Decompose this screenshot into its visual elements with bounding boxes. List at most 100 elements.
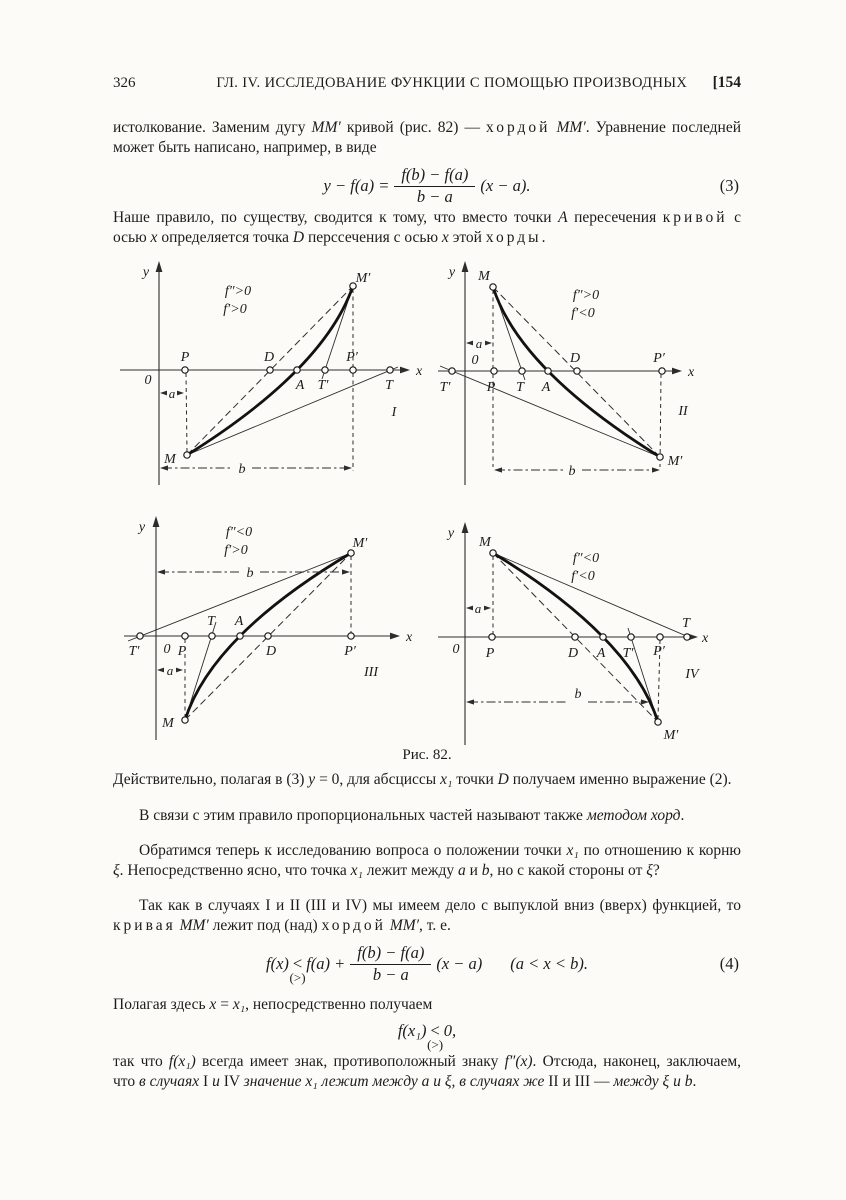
- point-label-m: M: [163, 452, 177, 467]
- formula-4-condition: (a < x < b).: [510, 954, 588, 973]
- point-label-t: T: [385, 378, 394, 393]
- dim-label-b: b: [247, 566, 254, 581]
- point-label-p: P: [180, 350, 190, 365]
- dimension-b: b: [157, 566, 350, 581]
- dim-label-a: a: [169, 386, 176, 401]
- point-label-d: D: [263, 350, 274, 365]
- diagram-case-4: a b y x 0 P D A T′ P′ T M M′ f″<0 f′<0 I…: [438, 522, 709, 745]
- dimension-b: b: [160, 462, 352, 477]
- label-x-axis: x: [415, 364, 423, 379]
- section-number: [154: [712, 74, 741, 91]
- formula-3-denominator: b − a: [416, 186, 453, 206]
- formula-4-greater-alt: (>): [289, 970, 306, 985]
- y-axis-arrow-icon: [461, 261, 469, 272]
- label-y-axis: y: [447, 265, 456, 280]
- paragraph-2: Наше правило, по существу, сводится к то…: [113, 209, 741, 246]
- formula-5: f(x₁) < (>) 0,: [113, 1018, 741, 1052]
- dimension-b: b: [466, 687, 649, 705]
- point-label-m-prime: M′: [355, 271, 372, 286]
- label-x-axis: x: [687, 365, 695, 380]
- label-origin: 0: [164, 642, 171, 657]
- y-axis-arrow-icon: [461, 522, 469, 533]
- formula-3-rhs: (x − a).: [480, 176, 531, 195]
- point-label-t-prime: T′: [318, 378, 330, 393]
- formula-3-lhs: y − f(a) =: [323, 176, 390, 195]
- point-label-p-prime: P′: [652, 351, 666, 366]
- projection-m-prime: [659, 373, 662, 468]
- figure-caption: Рис. 82.: [402, 747, 452, 763]
- formula-4-lhs: f(x): [265, 954, 289, 973]
- point-label-t-prime: T′: [129, 644, 141, 659]
- formula-5-less-sign: <: [430, 1021, 440, 1040]
- formula-4-less-sign: <: [292, 954, 303, 973]
- point-label-m: M: [477, 269, 491, 284]
- paragraph-8: так что f(x₁) всегда имеет знак, противо…: [113, 1053, 742, 1090]
- projection-m: [185, 372, 188, 453]
- paragraph-5: Обратимся теперь к исследованию вопроса …: [113, 842, 742, 879]
- case-numeral: IV: [684, 667, 700, 682]
- formula-4: f(x) < (>) f(a) + f(b) − f(a) b − a (x −…: [113, 938, 741, 990]
- label-x-axis: x: [405, 630, 413, 645]
- point-label-a: A: [596, 646, 606, 661]
- point-label-m-prime: M′: [352, 536, 369, 551]
- point-label-p: P: [485, 646, 495, 661]
- point-label-t: T: [682, 616, 691, 631]
- point-label-m-prime: M′: [667, 454, 684, 469]
- dimension-b: b: [494, 464, 660, 479]
- formula-5-rhs: 0,: [443, 1021, 457, 1040]
- formula-4-comparison: < (>): [290, 954, 306, 985]
- chord-line: [492, 552, 659, 723]
- point-label-p: P: [486, 380, 496, 395]
- label-y-axis: y: [137, 520, 146, 535]
- x-axis-arrow-icon: [400, 366, 410, 374]
- x-axis-arrow-icon: [390, 632, 400, 640]
- condition-second-derivative: f″>0: [225, 284, 251, 299]
- dim-label-a: a: [167, 663, 174, 678]
- point-label-p-prime: P′: [345, 350, 359, 365]
- dim-label-a: a: [475, 601, 482, 616]
- diagram-case-1: a b y x 0 P D P′ A T′ T M M′ f″>0 f′>0 I: [120, 261, 423, 485]
- dimension-a: a: [466, 601, 491, 616]
- label-y-axis: y: [446, 526, 455, 541]
- formula-4-mid: f(a) +: [306, 954, 346, 973]
- point-label-m: M: [161, 716, 175, 731]
- point-label-t-prime: T′: [623, 646, 635, 661]
- dimension-a: a: [157, 663, 183, 678]
- diagram-case-2: a b y x 0 T′ P T A D P′ M M′ f″>0 f′<0 I…: [438, 261, 695, 485]
- dim-label-a: a: [476, 336, 483, 351]
- dimension-a: a: [466, 336, 492, 351]
- point-label-t: T: [207, 614, 216, 629]
- tangent-at-m: [186, 366, 399, 456]
- formula-3-numerator: f(b) − f(a): [394, 165, 476, 187]
- tangent-at-m-prime: [127, 552, 352, 642]
- point-label-t: T: [516, 380, 525, 395]
- formula-4-fraction: f(b) − f(a) b − a: [350, 943, 432, 985]
- point-label-m-prime: M′: [663, 728, 680, 743]
- formula-5-lhs: f(x₁): [397, 1021, 427, 1040]
- formula-4-tag: (4): [719, 954, 739, 973]
- condition-first-derivative: f′<0: [571, 306, 594, 321]
- chord-line: [186, 285, 354, 456]
- point-label-d: D: [567, 646, 578, 661]
- condition-first-derivative: f′<0: [571, 569, 594, 584]
- condition-first-derivative: f′>0: [224, 543, 247, 558]
- page-number: 326: [113, 75, 136, 91]
- case-numeral: II: [677, 404, 689, 419]
- label-origin: 0: [145, 373, 152, 388]
- point-label-t-prime: T′: [440, 380, 452, 395]
- paragraph-1: истолкование. Заменим дугу MM′ кривой (р…: [113, 119, 742, 156]
- point-label-m: M: [478, 535, 492, 550]
- paragraph-7: Полагая здесь x = x₁, непосредственно по…: [113, 996, 433, 1013]
- label-origin: 0: [453, 642, 460, 657]
- y-axis-arrow-icon: [152, 516, 160, 527]
- formula-3: y − f(a) = f(b) − f(a) b − a (x − a). (3…: [113, 160, 741, 212]
- chord-line: [492, 286, 661, 458]
- dim-label-b: b: [575, 687, 582, 702]
- tangent-at-m: [492, 552, 692, 639]
- condition-second-derivative: f″<0: [573, 551, 599, 566]
- case-numeral: I: [391, 405, 398, 420]
- point-label-d: D: [265, 644, 276, 659]
- point-label-a: A: [295, 378, 305, 393]
- paragraph-4: В связи с этим правило пропорциональных …: [139, 807, 685, 824]
